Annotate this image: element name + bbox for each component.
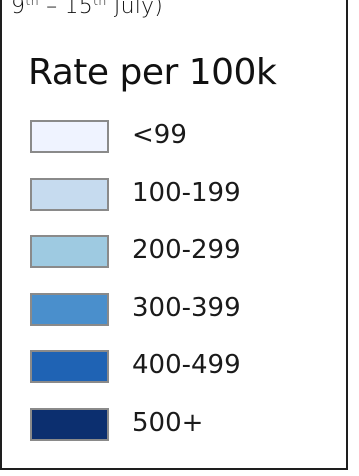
legend-item-label: 500+ — [132, 407, 204, 438]
legend-item: 100-199 — [30, 177, 330, 218]
subtitle-day-start: 9 — [11, 0, 26, 19]
legend-swatch — [30, 120, 109, 153]
legend-swatch — [30, 177, 109, 211]
map-legend-panel: 9th – 15th July) Rate per 100k <99 100-19… — [0, 0, 348, 470]
legend-swatch — [30, 407, 109, 441]
legend-item: <99 — [30, 120, 330, 160]
legend-item: 200-299 — [30, 235, 330, 275]
legend-item-label: 300-399 — [132, 292, 241, 323]
subtitle-day-end-suffix: th — [92, 0, 107, 9]
subtitle-month: July) — [106, 0, 164, 19]
legend-item-label: 400-499 — [132, 350, 241, 380]
legend-swatch — [30, 235, 109, 268]
legend-item-label: <99 — [132, 120, 187, 150]
legend-swatch — [30, 350, 109, 383]
date-range-subtitle: 9th – 15th July) — [11, 0, 163, 19]
legend-item: 400-499 — [30, 350, 330, 390]
legend-swatch — [30, 292, 109, 326]
legend-list: <99 100-199 200-299 300-399 400-499 500+ — [2, 0, 346, 468]
subtitle-day-end: 15 — [64, 0, 93, 19]
legend-item-label: 100-199 — [132, 177, 241, 208]
legend-item: 300-399 — [30, 292, 330, 333]
legend-item: 500+ — [30, 407, 330, 448]
subtitle-day-start-suffix: th — [25, 0, 39, 9]
legend-item-label: 200-299 — [132, 235, 241, 265]
legend-title: Rate per 100k — [28, 52, 277, 93]
subtitle-separator: – — [38, 0, 65, 19]
